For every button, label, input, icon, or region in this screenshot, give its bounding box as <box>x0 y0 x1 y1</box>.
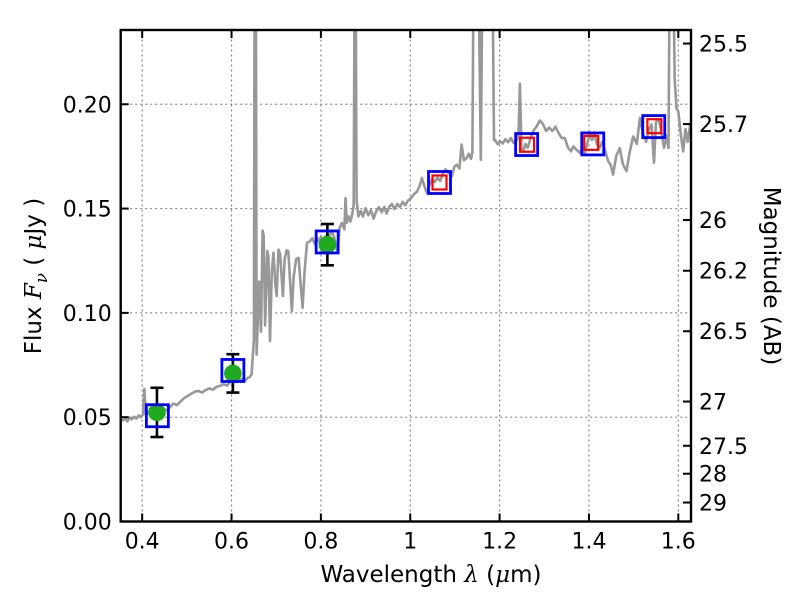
photometry-markers <box>144 114 667 429</box>
x-tick-label: 1.2 <box>482 530 517 555</box>
model-spectrum-line <box>120 30 691 423</box>
x-tick-label: 0.6 <box>214 530 249 555</box>
y-axis-label-left: Flux Fν ( μJy ) <box>21 198 51 354</box>
model-band-square <box>144 403 170 429</box>
lambda-symbol: λ <box>464 562 479 588</box>
ir-band-square <box>431 174 448 191</box>
y-tick-label-left: 0.20 <box>63 93 112 118</box>
y-tick-label-right: 25.5 <box>699 33 748 58</box>
y-tick-label-right: 28 <box>699 463 727 488</box>
y-tick-label-right: 26.5 <box>699 320 748 345</box>
ir-band-square <box>646 118 663 135</box>
ylabel-paren: ( <box>21 249 48 274</box>
y-tick-label-left: 0.10 <box>63 302 112 327</box>
y-tick-label-left: 0.05 <box>63 406 112 431</box>
axes-spines <box>119 28 693 523</box>
spectrum-path <box>120 30 691 423</box>
x-tick-label: 0.4 <box>125 530 160 555</box>
plot-border <box>119 28 693 523</box>
y-tick-label-right: 29 <box>699 492 727 517</box>
y-axis-label-right: Magnitude (AB) <box>758 186 784 366</box>
x-axis-label: Wavelength λ (μm) <box>321 562 542 588</box>
xlabel-unit: m) <box>510 562 542 588</box>
ir-band-square <box>583 134 600 151</box>
model-band-square <box>220 358 246 383</box>
xlabel-paren: ( <box>478 562 496 588</box>
ylabel-flux-text: Flux <box>21 299 48 355</box>
y-tick-label-right: 27 <box>699 391 727 416</box>
y-tick-label-right: 27.5 <box>699 435 748 460</box>
x-tick-label: 1.6 <box>661 530 696 555</box>
x-tick-label: 1 <box>403 530 417 555</box>
ir-band-square <box>518 136 536 153</box>
mu-symbol-left: μ <box>21 234 48 250</box>
tick-labels: 0.4 0.6 0.8 1 1.2 1.4 1.6 0.00 0.05 0.10 0.15 0.20 2… <box>63 33 748 555</box>
observed-point <box>224 364 242 383</box>
y-tick-label-right: 26.2 <box>699 260 748 285</box>
grid-lines <box>120 29 692 523</box>
F-symbol: F <box>21 283 48 300</box>
x-tick-label: 1.4 <box>571 530 606 555</box>
model-band-square <box>314 229 340 255</box>
observed-point <box>318 235 337 254</box>
observed-point <box>148 403 166 422</box>
xlabel-text: Wavelength <box>320 562 465 588</box>
nu-subscript: ν <box>31 273 51 284</box>
model-band-square <box>427 170 452 195</box>
axis-ticks <box>120 30 691 523</box>
y-tick-label-left: 0.15 <box>63 198 112 223</box>
model-band-square <box>580 131 606 157</box>
mu-symbol: μ <box>495 562 511 588</box>
model-band-square <box>641 114 667 139</box>
model-band-square <box>514 132 540 157</box>
y-tick-label-left: 0.00 <box>63 511 112 536</box>
y-tick-label-right: 26 <box>699 209 727 234</box>
x-tick-label: 0.8 <box>303 530 338 555</box>
y-tick-label-right: 25.7 <box>699 113 748 138</box>
ylabel-unit: Jy ) <box>21 197 48 235</box>
